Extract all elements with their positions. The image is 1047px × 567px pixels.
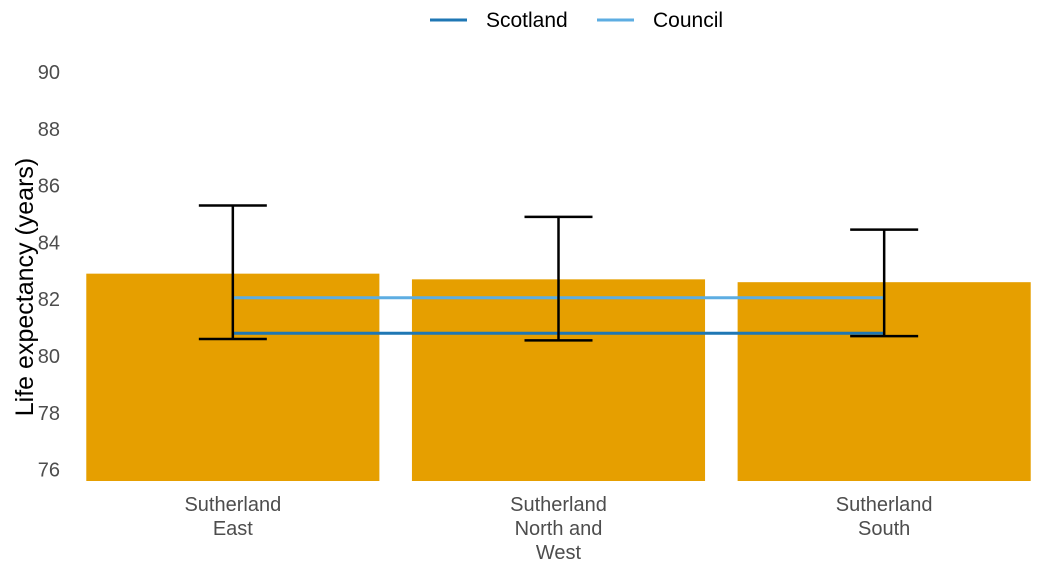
y-tick-label: 78 (38, 403, 60, 425)
legend: Scotland Council (430, 9, 723, 32)
x-category-label: West (536, 542, 582, 564)
y-tick-label: 76 (38, 460, 60, 482)
y-tick-label: 88 (38, 119, 60, 141)
x-category-label: Sutherland (510, 494, 607, 516)
x-category-label: Sutherland (184, 494, 281, 516)
legend-label-scotland: Scotland (486, 9, 568, 32)
y-axis-ticks: 76 78 80 82 84 86 88 90 (38, 62, 60, 482)
y-tick-label: 80 (38, 346, 60, 368)
y-axis-title: Life expectancy (years) (11, 158, 39, 416)
legend-label-council: Council (653, 9, 723, 32)
x-category-label: North and (515, 518, 603, 540)
y-tick-label: 90 (38, 62, 60, 84)
y-tick-label: 82 (38, 289, 60, 311)
x-category-label: South (858, 518, 910, 540)
x-category-label: East (213, 518, 253, 540)
y-tick-label: 84 (38, 232, 60, 254)
y-tick-label: 86 (38, 176, 60, 198)
x-category-label: Sutherland (836, 494, 933, 516)
